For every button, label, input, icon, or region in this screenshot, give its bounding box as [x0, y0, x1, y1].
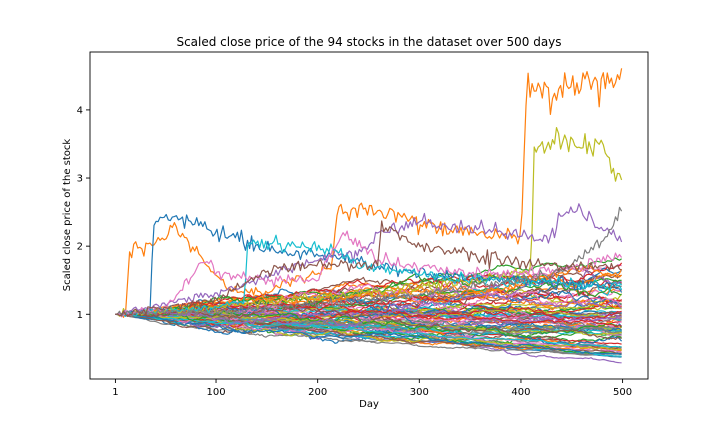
y-tick-label: 1	[77, 310, 83, 321]
x-tick-label: 1	[112, 387, 118, 398]
series-line	[115, 313, 622, 355]
x-tick-label: 200	[308, 387, 327, 398]
x-tick-label: 300	[410, 387, 429, 398]
highlighted-series-line	[115, 203, 623, 316]
y-tick-label: 3	[77, 174, 83, 185]
x-axis-label: Day	[359, 399, 379, 410]
y-axis-label: Scaled close price of the stock	[62, 139, 73, 292]
highlighted-series-line	[115, 206, 623, 318]
x-axis-ticks: 1 100 200 300 400 500	[112, 379, 632, 398]
highlighted-series-line	[115, 234, 623, 317]
series-line	[115, 310, 622, 338]
y-axis-ticks: 1 2 3 4	[77, 105, 90, 321]
series-line	[115, 307, 622, 329]
y-tick-label: 4	[77, 105, 83, 116]
x-tick-label: 400	[511, 387, 530, 398]
plot-frame	[89, 51, 649, 380]
chart-title: Scaled close price of the 94 stocks in t…	[176, 35, 561, 49]
highlighted-series-line	[115, 230, 623, 318]
y-tick-label: 2	[77, 242, 83, 253]
series-line	[115, 292, 622, 328]
series-line	[115, 295, 622, 328]
x-tick-label: 100	[206, 387, 225, 398]
series-line	[115, 313, 623, 346]
series-line	[115, 306, 622, 340]
series-line	[115, 310, 622, 341]
highlighted-series-line	[115, 220, 622, 317]
series-lines	[115, 68, 623, 364]
x-tick-label: 500	[613, 387, 632, 398]
series-line	[115, 313, 622, 348]
highlighted-series-line	[115, 68, 623, 318]
